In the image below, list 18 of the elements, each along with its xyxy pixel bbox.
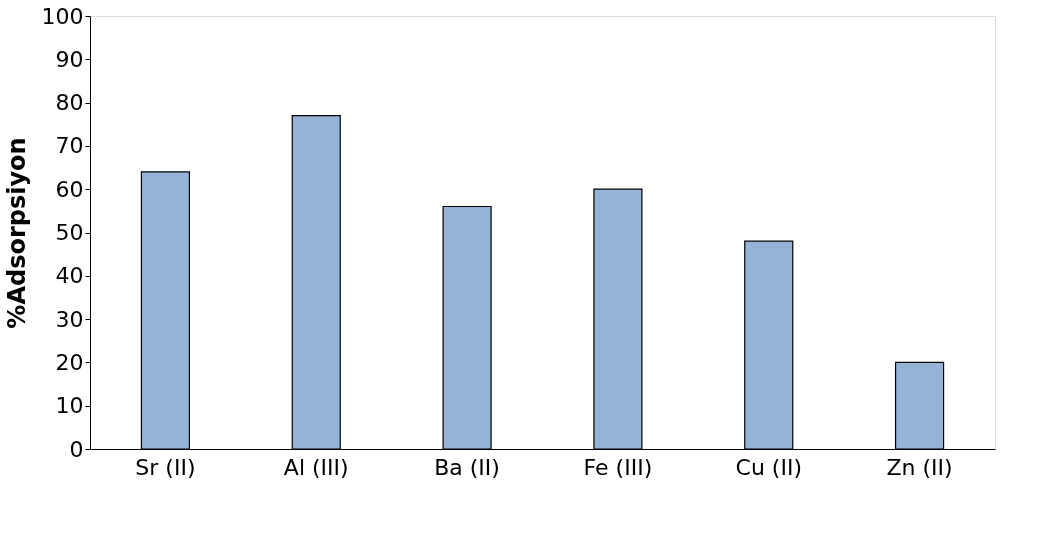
x-tick-label: Zn (II)	[886, 454, 953, 480]
x-tick-label: Al (III)	[283, 454, 349, 480]
y-axis-title: %Adsorpsiyon	[2, 137, 31, 329]
y-tick-label: 30	[55, 306, 84, 332]
y-tick-label: 80	[55, 90, 84, 116]
y-tick-label: 60	[55, 176, 84, 202]
x-tick-label: Cu (II)	[735, 454, 802, 480]
y-tick-label: 100	[41, 3, 84, 29]
x-tick-label: Sr (II)	[135, 454, 196, 480]
y-tick-label: 10	[55, 393, 84, 419]
y-tick-label: 40	[55, 263, 84, 289]
x-tick-label: Ba (II)	[434, 454, 500, 480]
y-tick-label: 20	[55, 349, 84, 375]
y-tick-label: 50	[55, 220, 84, 245]
y-tick-label: 90	[55, 46, 84, 72]
y-tick-label: 70	[55, 133, 84, 159]
y-tick-label: 0	[69, 436, 84, 462]
x-tick-label: Fe (III)	[583, 454, 653, 480]
